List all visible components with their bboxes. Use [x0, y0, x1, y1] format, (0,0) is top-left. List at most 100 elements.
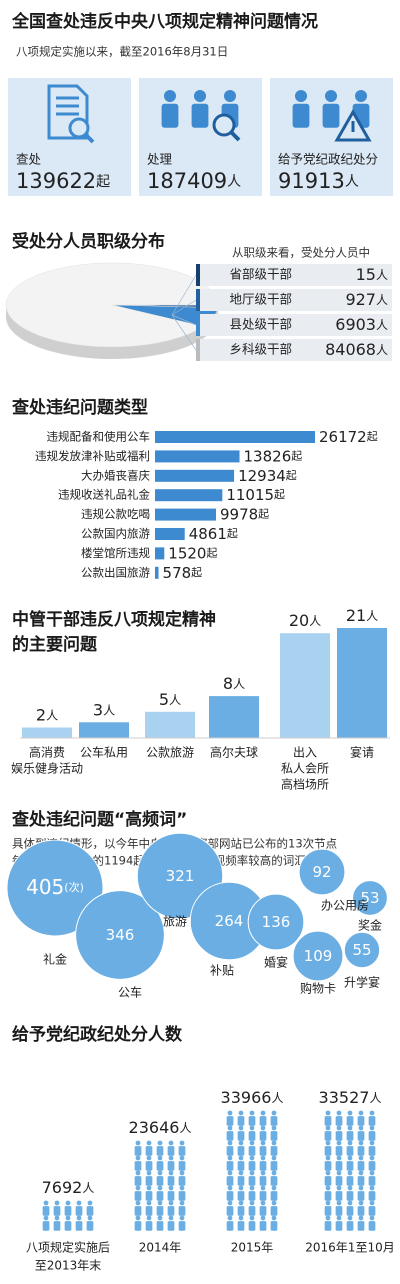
person-body — [42, 1221, 50, 1231]
person-head — [369, 1170, 375, 1176]
person-head — [135, 1140, 141, 1146]
unit: 人 — [366, 609, 378, 623]
magnifier-handle — [83, 132, 95, 144]
person-head — [146, 1170, 152, 1176]
unit: 人 — [169, 692, 181, 706]
person-head — [249, 1215, 255, 1221]
chart-title: 查处违纪问题类型 — [11, 397, 148, 418]
person-body — [248, 1116, 256, 1126]
bar-value: 12934起 — [238, 466, 297, 484]
column-value: 33527人 — [319, 1088, 382, 1107]
bar-label: 违规收送礼品礼金 — [58, 488, 150, 502]
person-body — [145, 1146, 153, 1156]
person-body — [145, 1176, 153, 1186]
person-body — [64, 1221, 72, 1231]
person-head — [271, 1185, 277, 1191]
unit: 起 — [227, 527, 238, 540]
person-body — [248, 1161, 256, 1171]
person-body — [368, 1161, 376, 1171]
unit: 起 — [206, 546, 217, 559]
person-head — [347, 1170, 353, 1176]
person-body — [134, 1176, 142, 1186]
person-body — [270, 1131, 278, 1141]
person-body — [53, 1221, 61, 1231]
column-label: 2016年1至10月 — [305, 1241, 394, 1255]
person-head — [347, 1110, 353, 1116]
person-body — [145, 1206, 153, 1216]
person-body — [226, 1131, 234, 1141]
person-body — [335, 1161, 343, 1171]
person-head — [164, 90, 176, 102]
person-body — [324, 1191, 332, 1201]
person-body — [156, 1146, 164, 1156]
person-head — [238, 1170, 244, 1176]
chart-title: 中管干部违反八项规定精神 — [12, 609, 216, 630]
bar-value: 13826起 — [244, 447, 303, 465]
person-head — [325, 1200, 331, 1206]
pictogram-column — [324, 1110, 376, 1231]
bubble — [247, 893, 305, 951]
bubble-label: 奖金 — [358, 918, 382, 933]
person-head — [179, 1215, 185, 1221]
person-body — [259, 1161, 267, 1171]
person-head — [271, 1200, 277, 1206]
value: 55 — [352, 941, 371, 959]
person-body — [368, 1221, 376, 1231]
value: 12934 — [238, 466, 286, 484]
bubble-label: 购物卡 — [300, 981, 336, 996]
value: 2 — [36, 705, 46, 724]
person-body — [324, 1161, 332, 1171]
bar-value: 21人 — [346, 606, 378, 625]
person-body — [237, 1176, 245, 1186]
person-head — [76, 1200, 82, 1206]
stat-value: 91913人 — [278, 169, 359, 193]
person-body — [134, 1146, 142, 1156]
person-body — [226, 1161, 234, 1171]
pie-slice — [5, 262, 219, 348]
annotation: (次) — [64, 880, 84, 894]
person-body — [237, 1206, 245, 1216]
value: 20 — [289, 611, 309, 630]
bar-label: 娱乐健身活动 — [11, 761, 83, 776]
bar — [155, 528, 185, 540]
bar — [155, 489, 223, 502]
value: 15 — [356, 265, 376, 284]
person-head — [157, 1200, 163, 1206]
person-head — [260, 1155, 266, 1161]
person-body — [191, 103, 209, 128]
person-body — [346, 1131, 354, 1141]
bubble-label: 公车 — [118, 985, 142, 1000]
chart-subtitle: 从职级来看，受处分人员中 — [232, 246, 370, 260]
person-head — [249, 1125, 255, 1131]
bar-label: 公款出国旅游 — [81, 565, 150, 579]
value: 927 — [345, 290, 376, 309]
bubble-label: 礼金 — [43, 952, 67, 967]
bar — [155, 566, 159, 579]
unit: 人 — [271, 1091, 283, 1105]
person-head — [179, 1200, 185, 1206]
person-body — [368, 1191, 376, 1201]
person-body — [259, 1116, 267, 1126]
person-body — [324, 1206, 332, 1216]
person-head — [358, 1170, 364, 1176]
person-head — [271, 1140, 277, 1146]
person-body — [237, 1131, 245, 1141]
person-head — [54, 1215, 60, 1221]
person-head — [146, 1200, 152, 1206]
person-body — [368, 1146, 376, 1156]
bar-label: 高档场所 — [281, 777, 329, 792]
person-head — [238, 1155, 244, 1161]
doc-icon — [47, 84, 89, 140]
person-head — [227, 1125, 233, 1131]
unit: 起 — [291, 449, 302, 462]
leader-line — [171, 314, 197, 326]
stat-label: 查处 — [16, 152, 42, 167]
person-head — [336, 1125, 342, 1131]
person-head — [260, 1185, 266, 1191]
person-body — [259, 1131, 267, 1141]
bar-label: 高消费 — [29, 745, 65, 760]
person-body — [134, 1161, 142, 1171]
person-body — [156, 1221, 164, 1231]
person-head — [336, 1185, 342, 1191]
bar-value: 26172起 — [319, 428, 378, 446]
